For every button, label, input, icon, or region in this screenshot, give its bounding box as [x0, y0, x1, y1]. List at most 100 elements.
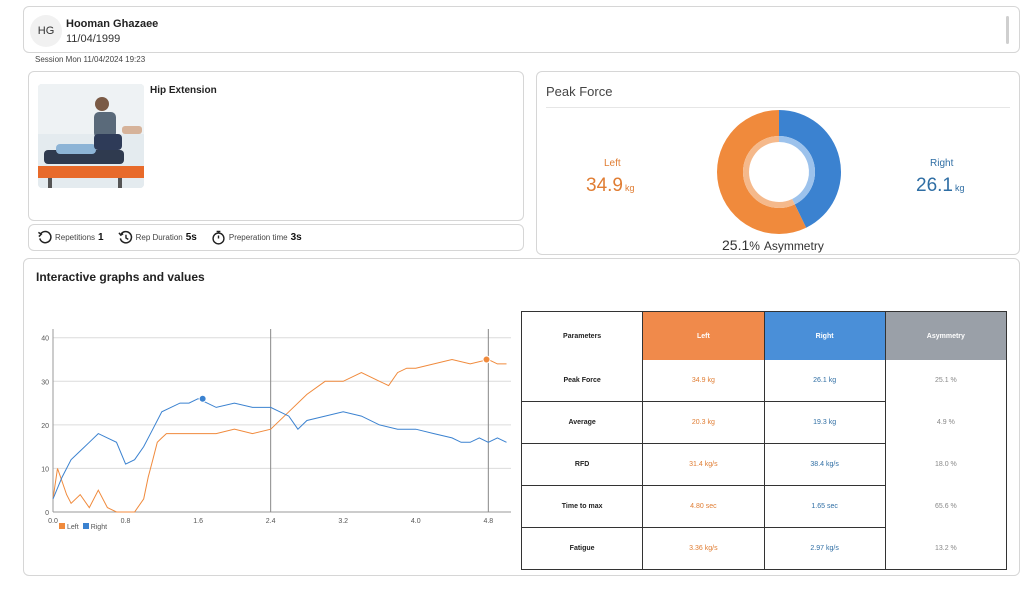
- peak-force-title: Peak Force: [546, 84, 613, 99]
- param-right: 26.1 kg: [764, 360, 886, 402]
- param-left: 20.3 kg: [642, 401, 765, 444]
- y-tick-label: 10: [41, 466, 49, 473]
- param-right: 38.4 kg/s: [764, 443, 886, 486]
- exercise-card: Hip Extension: [28, 71, 524, 221]
- param-right: 19.3 kg: [764, 401, 886, 444]
- y-tick-label: 0: [45, 510, 49, 517]
- donut-segment-right[interactable]: [779, 110, 841, 228]
- stat-repetitions-label: Repetitions: [55, 233, 96, 242]
- legend-label-right: Right: [90, 524, 108, 531]
- right-label: Right: [930, 158, 954, 169]
- x-tick-label: 3.2: [338, 518, 348, 525]
- param-asymmetry: 4.9 %: [936, 419, 955, 426]
- x-tick-label: 1.6: [193, 518, 203, 525]
- legend-item-right[interactable]: Right: [82, 523, 108, 531]
- y-tick-label: 20: [41, 423, 49, 430]
- left-label: Left: [604, 158, 621, 169]
- undo-icon: [37, 230, 52, 244]
- graphs-title: Interactive graphs and values: [36, 270, 205, 284]
- param-right: 2.97 kg/s: [764, 527, 886, 570]
- param-name: Peak Force: [521, 360, 644, 402]
- param-asymmetry: 65.6 %: [934, 503, 957, 510]
- peak-marker-right[interactable]: [198, 394, 207, 403]
- patient-dob: 11/04/1999: [66, 33, 121, 45]
- donut-inner-ring-right: [779, 136, 815, 205]
- stat-rep-duration: Rep Duration 5s: [117, 230, 197, 245]
- series-line-right[interactable]: [52, 398, 507, 500]
- table-row: Peak Force 34.9 kg 26.1 kg 25.1 %: [521, 360, 1007, 402]
- param-left: 31.4 kg/s: [642, 443, 765, 486]
- param-name: Time to max: [521, 485, 644, 528]
- asymmetry-summary: 25.1% Asymmetry: [722, 237, 824, 253]
- asymmetry-label: Asymmetry: [763, 239, 824, 253]
- peak-force-card: Peak Force Left 34.9 kg Right 26.1 kg 25.1…: [536, 71, 1020, 255]
- stat-repetitions-value: 1: [98, 232, 104, 243]
- param-asymmetry: 25.1 %: [934, 377, 957, 385]
- stat-rep-duration-value: 5s: [185, 232, 197, 243]
- table-header-row: Parameters Left Right Asymmetry: [521, 311, 1007, 360]
- exercise-stats-bar: Repetitions 1 Rep Duration 5s Preperatio…: [28, 224, 524, 251]
- peak-marker-left[interactable]: [482, 355, 491, 364]
- left-peak-number: 34.9: [586, 175, 623, 196]
- divider: [546, 107, 1010, 108]
- param-name: Fatigue: [521, 527, 644, 570]
- force-line-chart[interactable]: 0 10 20 30 40 0.0 0.8 1.6 2.4 3.2 4.0 4.8: [24, 319, 519, 529]
- stat-preparation-label: Preperation time: [228, 233, 288, 242]
- donut-segment-left[interactable]: [717, 110, 807, 235]
- left-peak-value: 34.9 kg: [586, 175, 635, 197]
- header-right: Right: [764, 311, 886, 360]
- header-asymmetry: Asymmetry: [885, 311, 1007, 360]
- param-left: 34.9 kg: [642, 360, 765, 402]
- stat-preparation-value: 3s: [290, 232, 302, 243]
- exercise-image: [38, 84, 144, 188]
- param-left: 4.80 sec: [642, 485, 765, 528]
- table-row: RFD 31.4 kg/s 38.4 kg/s 18.0 %: [521, 443, 1007, 486]
- y-tick-label: 40: [41, 336, 49, 343]
- param-right: 1.65 sec: [764, 485, 886, 528]
- table-row: Time to max 4.80 sec 1.65 sec 65.6 %: [521, 485, 1007, 528]
- patient-header: HG Hooman Ghazaee 11/04/1999: [23, 6, 1020, 53]
- session-label: Session Mon 11/04/2024 19:23: [35, 55, 146, 64]
- table-row: Average 20.3 kg 19.3 kg 4.9 %: [521, 401, 1007, 444]
- peak-force-donut: [717, 110, 841, 235]
- right-peak-number: 26.1: [916, 175, 953, 196]
- y-tick-label: 30: [41, 379, 49, 386]
- graphs-card: Interactive graphs and values 0 10 20 30 40 0…: [23, 258, 1020, 576]
- header-parameters: Parameters: [521, 311, 644, 360]
- param-asymmetry: 13.2 %: [934, 544, 957, 552]
- param-left: 3.36 kg/s: [642, 527, 765, 570]
- legend-item-left[interactable]: Left: [59, 523, 79, 531]
- left-peak-unit: kg: [624, 183, 635, 193]
- legend-swatch-left: [59, 523, 65, 529]
- right-peak-unit: kg: [954, 183, 965, 193]
- stopwatch-icon: [212, 230, 225, 245]
- legend-label-left: Left: [67, 524, 79, 531]
- stat-repetitions: Repetitions 1: [37, 230, 104, 245]
- x-tick-label: 4.0: [411, 518, 421, 525]
- x-tick-label: 2.4: [266, 518, 276, 525]
- header-left: Left: [642, 311, 765, 360]
- avatar[interactable]: HG: [30, 15, 62, 47]
- patient-name: Hooman Ghazaee: [66, 18, 159, 30]
- exercise-title: Hip Extension: [150, 85, 217, 96]
- stat-rep-duration-label: Rep Duration: [135, 233, 183, 242]
- param-name: Average: [521, 401, 644, 444]
- avatar-initials: HG: [37, 25, 55, 37]
- asymmetry-number: 25.1: [722, 237, 750, 253]
- parameters-table: Parameters Left Right Asymmetry Peak For…: [521, 311, 1007, 570]
- x-tick-label: 4.8: [483, 518, 493, 525]
- param-asymmetry: 18.0 %: [934, 461, 957, 468]
- history-icon: [117, 230, 132, 244]
- x-tick-label: 0.0: [48, 518, 58, 525]
- stat-preparation-time: Preperation time 3s: [211, 230, 302, 245]
- param-name: RFD: [521, 443, 644, 486]
- legend-swatch-right: [82, 523, 89, 529]
- donut-inner-ring-left: [743, 136, 795, 208]
- series-line-left[interactable]: [52, 358, 507, 513]
- chart-legend: Left Right: [59, 523, 107, 531]
- table-row: Fatigue 3.36 kg/s 2.97 kg/s 13.2 %: [521, 527, 1007, 570]
- x-tick-label: 0.8: [121, 518, 131, 525]
- right-peak-value: 26.1 kg: [916, 175, 965, 197]
- scrollbar[interactable]: [1006, 16, 1009, 44]
- asymmetry-unit: %: [749, 239, 760, 253]
